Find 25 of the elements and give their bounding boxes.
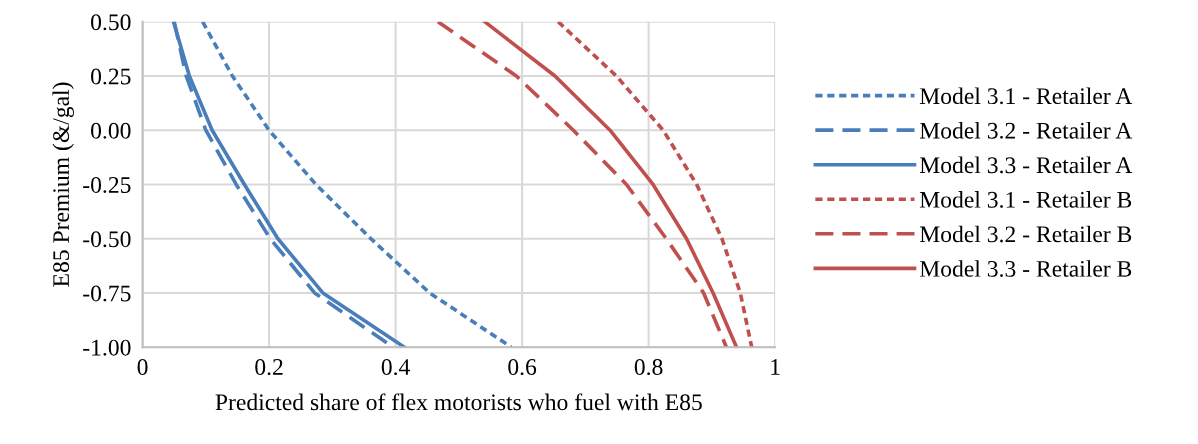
legend-label: Model 3.3 - Retailer B [919,260,1132,277]
x-axis-title: Predicted share of flex motorists who fuel with E85 [215,393,702,411]
x-tick-label: 0 [137,359,148,375]
x-tick-label: 0.8 [634,359,663,376]
legend-label: Model 3.3 - Retailer A [919,156,1133,174]
x-tick-label: 1 [771,359,780,375]
legend-label: Model 3.2 - Retailer B [919,225,1132,243]
line-series [482,21,739,348]
x-tick-label: 0.6 [508,359,537,376]
line-series [556,21,754,348]
y-tick-label: 0.25 [91,68,131,85]
line-series [436,21,729,348]
y-axis-title: E85 Premium (&/gal) [52,82,74,287]
y-tick-label: 0.00 [91,122,131,139]
y-tick-label: -0.75 [83,285,131,302]
x-tick-label: 0.2 [255,359,283,376]
y-tick-label: -0.50 [83,231,131,248]
legend-label: Model 3.2 - Retailer A [919,122,1133,139]
line-series [200,21,514,348]
y-tick-label: -1.00 [83,339,131,356]
y-tick-label: 0.50 [91,14,131,31]
legend-label: Model 3.1 - Retailer A [919,87,1133,105]
x-tick-label: 0.4 [381,359,410,376]
y-tick-label: -0.25 [83,176,131,194]
legend-label: Model 3.1 - Retailer B [919,191,1132,208]
